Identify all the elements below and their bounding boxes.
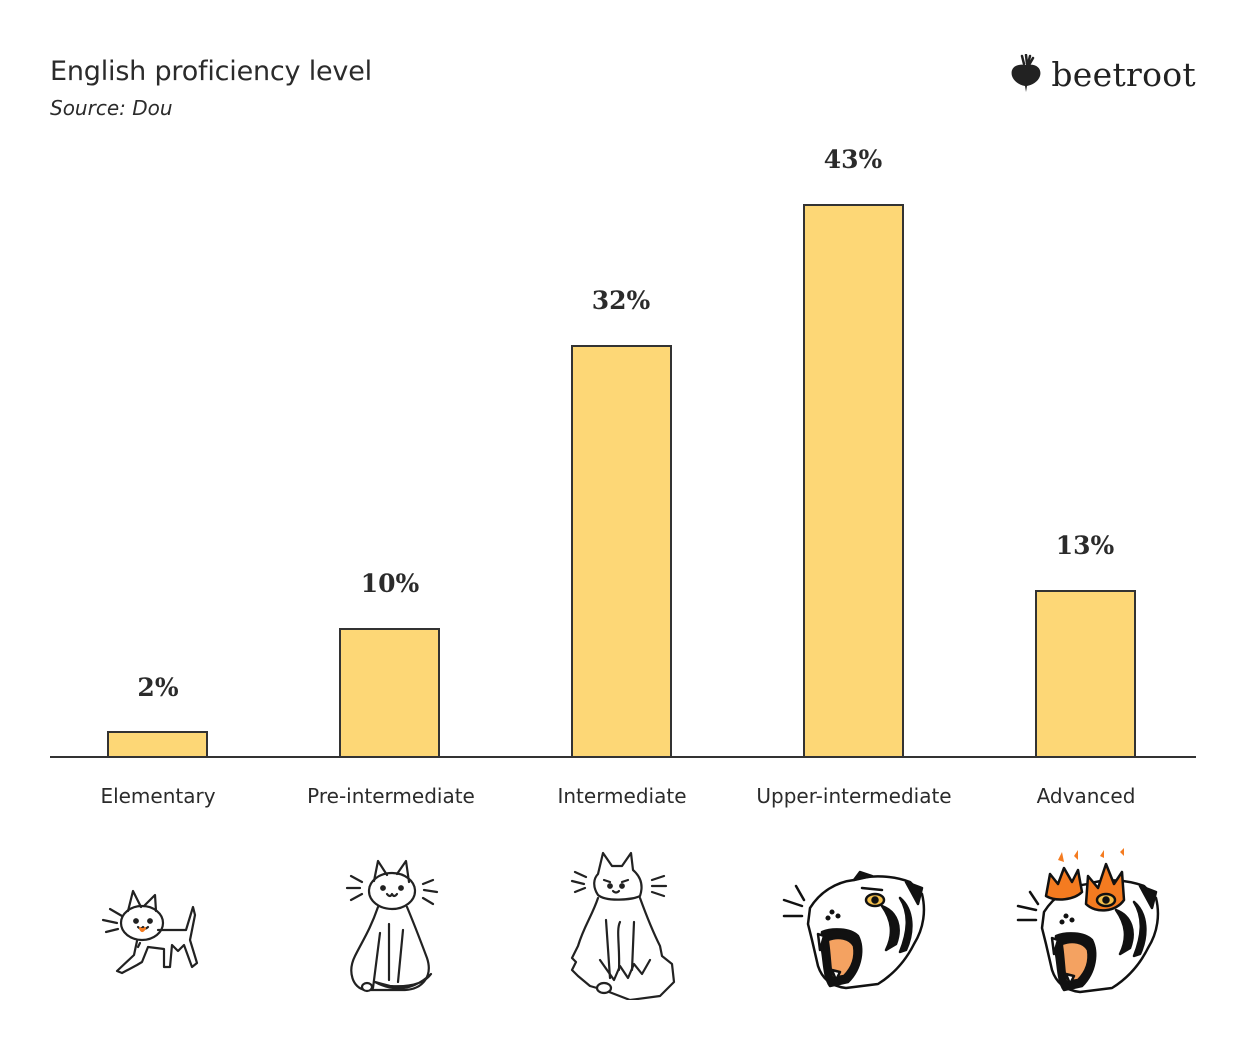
x-axis-line [50, 756, 1196, 758]
bar-elementary [107, 731, 208, 757]
sitting-cat-icon [345, 859, 439, 993]
roaring-tiger-icon [782, 870, 926, 990]
value-label: 13% [1055, 531, 1115, 560]
brand-name: beetroot [1051, 54, 1196, 94]
beetroot-logo-icon [1011, 54, 1041, 92]
category-label: Advanced [1036, 784, 1136, 808]
value-label: 2% [137, 673, 179, 702]
category-label: Pre-intermediate [307, 784, 475, 808]
chart-title: English proficiency level [50, 56, 372, 87]
chart-subtitle: Source: Dou [50, 96, 173, 120]
value-label: 32% [591, 286, 651, 315]
fluffy-cat-icon [570, 851, 676, 1000]
bar-upper-intermediate [803, 204, 904, 757]
bar-pre-intermediate [339, 628, 440, 757]
walking-kitten-icon [101, 889, 199, 975]
brand-logo: beetroot [1009, 54, 1196, 94]
value-label: 43% [823, 145, 883, 174]
flaming-eyes-tiger-icon [1016, 848, 1160, 994]
category-label: Elementary [100, 784, 216, 808]
bar-advanced [1035, 590, 1136, 757]
bar-intermediate [571, 345, 672, 757]
category-label: Upper-intermediate [756, 784, 952, 808]
value-label: 10% [360, 569, 420, 598]
category-label: Intermediate [557, 784, 687, 808]
